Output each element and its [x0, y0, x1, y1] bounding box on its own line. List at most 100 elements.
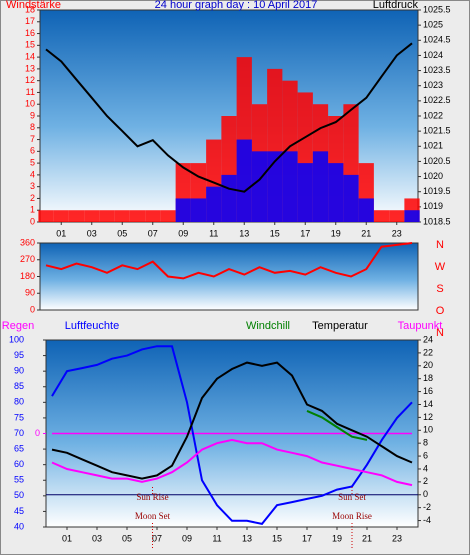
y2-tick-label: 24	[423, 334, 433, 344]
x-tick-label: 03	[87, 228, 97, 238]
bar	[328, 163, 344, 222]
legend-label: Temperatur	[312, 320, 368, 332]
y-tick-label: 14	[25, 51, 35, 61]
y-tick-label: 17	[25, 16, 35, 26]
y2-tick-label: 1021.5	[423, 126, 451, 136]
bar	[53, 210, 69, 222]
y-tick-label: 100	[9, 334, 24, 344]
y2-tick-label: 4	[423, 463, 428, 473]
bar	[297, 163, 313, 222]
annotation: Moon Set	[135, 511, 171, 521]
y2-tick-label: 0	[423, 489, 428, 499]
y2-tick-label: 10	[423, 425, 433, 435]
x-tick-label: 21	[362, 533, 372, 543]
y2-tick-label: 1025	[423, 20, 443, 30]
y-tick-label: 90	[14, 366, 24, 376]
y-tick-label: 55	[14, 475, 24, 485]
y-tick-label: 180	[20, 271, 35, 281]
bar	[175, 198, 191, 222]
bar	[68, 210, 85, 222]
legend-label: Regen	[2, 320, 34, 332]
y-tick-label: 80	[14, 397, 24, 407]
annotation: Moon Rise	[332, 511, 372, 521]
y2-tick-label: 18	[423, 373, 433, 383]
series-line	[51, 345, 413, 526]
x-tick-label: 15	[270, 228, 280, 238]
chart-title: 24 hour graph day : 10 April 2017	[155, 0, 318, 11]
y-tick-label: 270	[20, 254, 35, 264]
bar	[38, 210, 54, 222]
y2-tick-label: 1024	[423, 50, 443, 60]
y-tick-label: 0	[30, 304, 35, 314]
bar	[190, 198, 207, 222]
legend-label: Windchill	[246, 320, 290, 332]
y2-tick-label: -2	[423, 502, 431, 512]
y2-tick-label: 1019.5	[423, 186, 451, 196]
bar	[267, 151, 283, 222]
y2-tick-label: 1024.5	[423, 35, 451, 45]
x-tick-label: 13	[242, 533, 252, 543]
y2-tick-label: 1022.5	[423, 95, 451, 105]
y-tick-label: 10	[25, 99, 35, 109]
x-tick-label: 09	[182, 533, 192, 543]
x-tick-label: 13	[239, 228, 249, 238]
bar	[312, 151, 329, 222]
direction-label: W	[435, 261, 446, 273]
bar	[99, 210, 115, 222]
series-line	[51, 438, 413, 487]
y2-axis-label: Luftdruck	[373, 0, 419, 11]
x-tick-label: 17	[302, 533, 312, 543]
y-tick-label: 85	[14, 381, 24, 391]
y-tick-label: 1	[30, 205, 35, 215]
y-tick-label: 90	[25, 288, 35, 298]
bar	[389, 210, 405, 222]
legend-label: Luftfeuchte	[65, 320, 119, 332]
y-tick-label: 15	[25, 40, 35, 50]
y-tick-label: 50	[14, 490, 24, 500]
x-tick-label: 11	[212, 533, 221, 543]
y-tick-label: 2	[30, 193, 35, 203]
y2-tick-label: 2	[423, 476, 428, 486]
x-tick-label: 05	[117, 228, 127, 238]
y-tick-label: 4	[30, 169, 35, 179]
y-tick-label: 11	[26, 87, 35, 97]
bar	[206, 186, 222, 222]
y-tick-label: 95	[14, 350, 24, 360]
bar	[84, 210, 100, 222]
bar	[114, 210, 130, 222]
y2-tick-label: 1023.5	[423, 65, 451, 75]
y2-tick-label: 1022	[423, 110, 443, 120]
direction-label: O	[436, 305, 445, 317]
y2-tick-label: 22	[423, 347, 433, 357]
y2-tick-label: 16	[423, 386, 433, 396]
x-tick-label: 07	[148, 228, 158, 238]
x-tick-label: 11	[209, 228, 218, 238]
y2-tick-label: 20	[423, 360, 433, 370]
bar	[129, 210, 146, 222]
y-tick-label: 0	[30, 216, 35, 226]
y2-tick-label: 14	[423, 399, 433, 409]
y-tick-label: 45	[14, 506, 24, 516]
x-tick-label: 07	[152, 533, 162, 543]
y2-tick-label: 12	[423, 412, 433, 422]
y2-tick-label: 1023	[423, 80, 443, 90]
y-tick-label: 8	[30, 122, 35, 132]
bar	[404, 210, 420, 222]
x-tick-label: 19	[331, 228, 341, 238]
y2-tick-label: 1018.5	[423, 216, 451, 226]
y-tick-label: 18	[25, 4, 35, 14]
bar	[358, 198, 374, 222]
y-tick-label: 7	[30, 134, 35, 144]
bar	[221, 174, 237, 222]
y-tick-label: 75	[14, 412, 24, 422]
y2-tick-label: 8	[423, 438, 428, 448]
y2-tick-label: 1021	[423, 141, 443, 151]
bar	[251, 151, 268, 222]
series-line	[45, 242, 413, 280]
y-tick-label: 6	[30, 146, 35, 156]
y-tick-label: 9	[30, 110, 35, 120]
direction-label: S	[436, 283, 443, 295]
x-tick-label: 23	[392, 228, 402, 238]
y2-tick-label: -4	[423, 515, 431, 525]
